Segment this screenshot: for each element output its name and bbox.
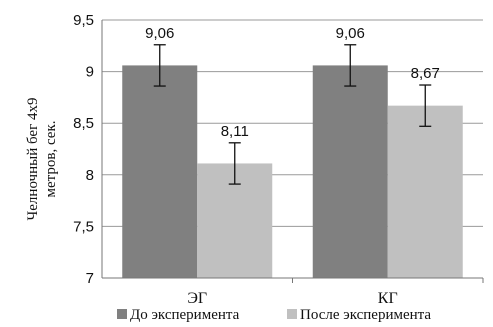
legend-label-1: После эксперимента: [300, 307, 431, 323]
y-tick-label-5: 9,5: [73, 12, 94, 29]
bar-x-series-1: [387, 105, 463, 278]
y-tick-label-0: 7: [86, 270, 94, 287]
y-tick-label-1: 7,5: [73, 218, 94, 235]
axes: [101, 20, 484, 283]
legend-swatch-0: [117, 309, 127, 319]
y-axis-title-line-1: метров, сек.: [43, 120, 59, 197]
data-label-x-series-0: 9,06: [336, 25, 365, 42]
category-label-0: ЭГ: [187, 290, 207, 307]
legend-swatch-1: [287, 309, 297, 319]
legend-label-0: До эксперимента: [130, 307, 240, 323]
bar-x-series-0: [312, 65, 388, 279]
labels: 7 7,5 8 8,5 9 9,5 9,06 8,11 ЭГ 9,06 8,67 КГ Челночны…: [25, 12, 440, 307]
error-bars: [153, 44, 432, 185]
y-axis-title: Челночный бег 4х9 метров, сек.: [25, 98, 59, 221]
y-tick-label-3: 8,5: [73, 115, 94, 132]
y-axis-title-line-0: Челночный бег 4х9: [25, 98, 41, 221]
legend: До эксперимента После эксперимента: [117, 307, 431, 323]
bars: [122, 65, 463, 279]
data-label-x-series-1: 8,11: [221, 123, 249, 140]
category-label-1: КГ: [378, 290, 398, 307]
data-label-x-series-0: 9,06: [145, 25, 174, 42]
bar-x-series-0: [122, 65, 198, 279]
data-label-x-series-1: 8,67: [411, 65, 440, 82]
y-tick-label-4: 9: [86, 64, 94, 81]
y-tick-label-2: 8: [86, 167, 94, 184]
